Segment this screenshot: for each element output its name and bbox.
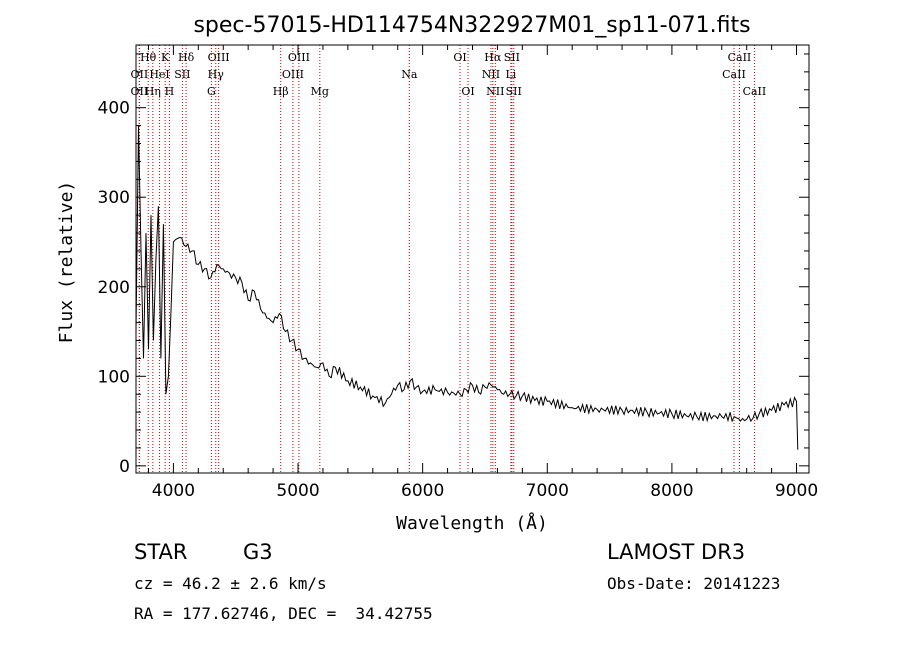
x-tick-label: 5000 [276,481,319,501]
obs-date-text: Obs-Date: 20141223 [607,574,781,593]
coordinates-text: RA = 177.62746, DEC = 34.42755 [134,604,433,623]
x-tick-label: 8000 [650,481,693,501]
line-label: OIII [208,51,230,64]
x-tick-label: 4000 [152,481,195,501]
y-axis: 0 100 200 300 400 [98,53,809,477]
line-label: SII [174,68,190,81]
survey-name: LAMOST DR3 [607,540,746,564]
x-axis-label: Wavelength (Å) [396,512,548,534]
line-label: HeI [149,68,169,81]
line-label: Hθ [140,51,157,64]
line-label: SII [504,51,520,64]
plot-frame [135,44,810,474]
line-label: NII [486,85,504,98]
x-tick-label: 9000 [775,481,818,501]
line-label: Li [505,68,516,81]
y-axis-label: Flux (relative) [56,181,77,344]
object-subclass: G3 [243,540,273,564]
line-label: H [165,85,175,98]
line-label: OI [461,85,474,98]
redshift-text: cz = 46.2 ± 2.6 km/s [134,574,327,593]
line-label: CaII [722,68,746,81]
x-tick-label: 7000 [526,481,569,501]
line-label: SII [506,85,522,98]
emission-line-markers [138,45,755,473]
object-class: STAR [134,540,188,564]
line-label: Hα [484,51,502,64]
line-label: CaII [743,85,767,98]
line-label: Hδ [178,51,195,64]
line-label: G [207,85,216,98]
line-label: CaII [728,51,752,64]
line-label: Mg [311,85,329,98]
spectrum-line [135,125,799,450]
line-label: Hη [145,85,161,98]
line-label: OII [131,85,149,98]
line-label: OI [453,51,466,64]
y-tick-label: 300 [98,188,130,208]
line-label: OII [131,68,149,81]
emission-line-labels: Hθ OII OII K HeI Hη Hδ SII H OIII Hγ G OIII OIII Hβ Mg N… [131,51,767,98]
line-label: OIII [288,51,310,64]
y-tick-label: 200 [98,278,130,298]
x-axis: 4000 5000 6000 7000 8000 9000 [147,45,818,501]
line-label: Hγ [208,68,225,81]
line-label: Na [401,68,418,81]
chart-title: spec-57015-HD114754N322927M01_sp11-071.f… [193,13,750,38]
y-tick-label: 400 [98,99,130,119]
y-tick-label: 0 [119,457,130,477]
x-tick-label: 6000 [401,481,444,501]
line-label: K [161,51,170,64]
line-label: Hβ [273,85,289,98]
y-tick-label: 100 [98,367,130,387]
line-label: NII [482,68,500,81]
line-label: OIII [282,68,304,81]
